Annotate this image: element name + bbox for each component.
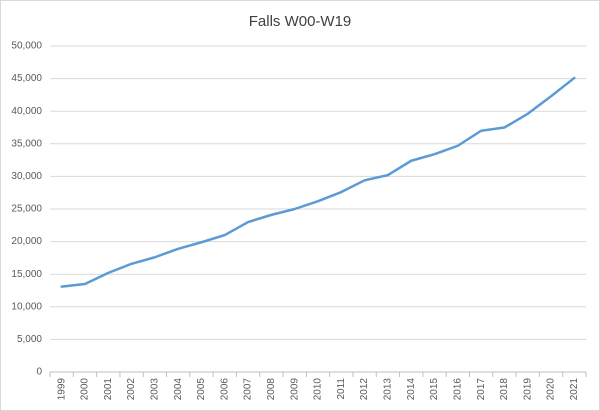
x-tick-label: 2008: [266, 378, 277, 401]
x-tick-label: 2019: [522, 378, 533, 401]
y-tick-label: 15,000: [11, 269, 42, 280]
chart-title: Falls W00-W19: [249, 13, 352, 30]
y-tick-label: 5,000: [17, 334, 42, 345]
x-tick-label: 2015: [429, 378, 440, 401]
x-tick-label: 2004: [173, 378, 184, 401]
y-tick-label: 25,000: [11, 204, 42, 215]
x-tick-label: 2014: [406, 378, 417, 401]
data-line: [60, 76, 576, 288]
x-tick-label: 2002: [126, 378, 137, 401]
x-tick-label: 2003: [150, 378, 161, 401]
y-tick-label: 50,000: [11, 41, 42, 52]
x-tick-label: 2005: [196, 378, 207, 401]
x-tick-label: 2017: [476, 378, 487, 401]
x-tick-label: 1999: [56, 378, 67, 401]
x-tick-label: 2001: [103, 378, 114, 401]
y-tick-label: 0: [36, 367, 42, 378]
x-tick-label: 2000: [80, 378, 91, 401]
x-tick-label: 2013: [383, 378, 394, 401]
y-tick-label: 35,000: [11, 138, 42, 149]
x-tick-label: 2018: [499, 378, 510, 401]
y-tick-label: 30,000: [11, 171, 42, 182]
x-tick-label: 2006: [219, 378, 230, 401]
y-tick-label: 40,000: [11, 106, 42, 117]
x-tick-label: 2011: [336, 378, 347, 400]
x-tick-label: 2016: [452, 378, 463, 401]
x-tick-label: 2020: [546, 378, 557, 401]
y-tick-label: 45,000: [11, 73, 42, 84]
y-tick-label: 10,000: [11, 301, 42, 312]
x-tick-label: 2009: [289, 378, 300, 401]
x-tick-label: 2010: [313, 378, 324, 401]
x-tick-label: 2012: [359, 378, 370, 401]
x-tick-label: 2021: [569, 378, 580, 401]
y-tick-label: 20,000: [11, 236, 42, 247]
x-tick-label: 2007: [243, 378, 254, 401]
